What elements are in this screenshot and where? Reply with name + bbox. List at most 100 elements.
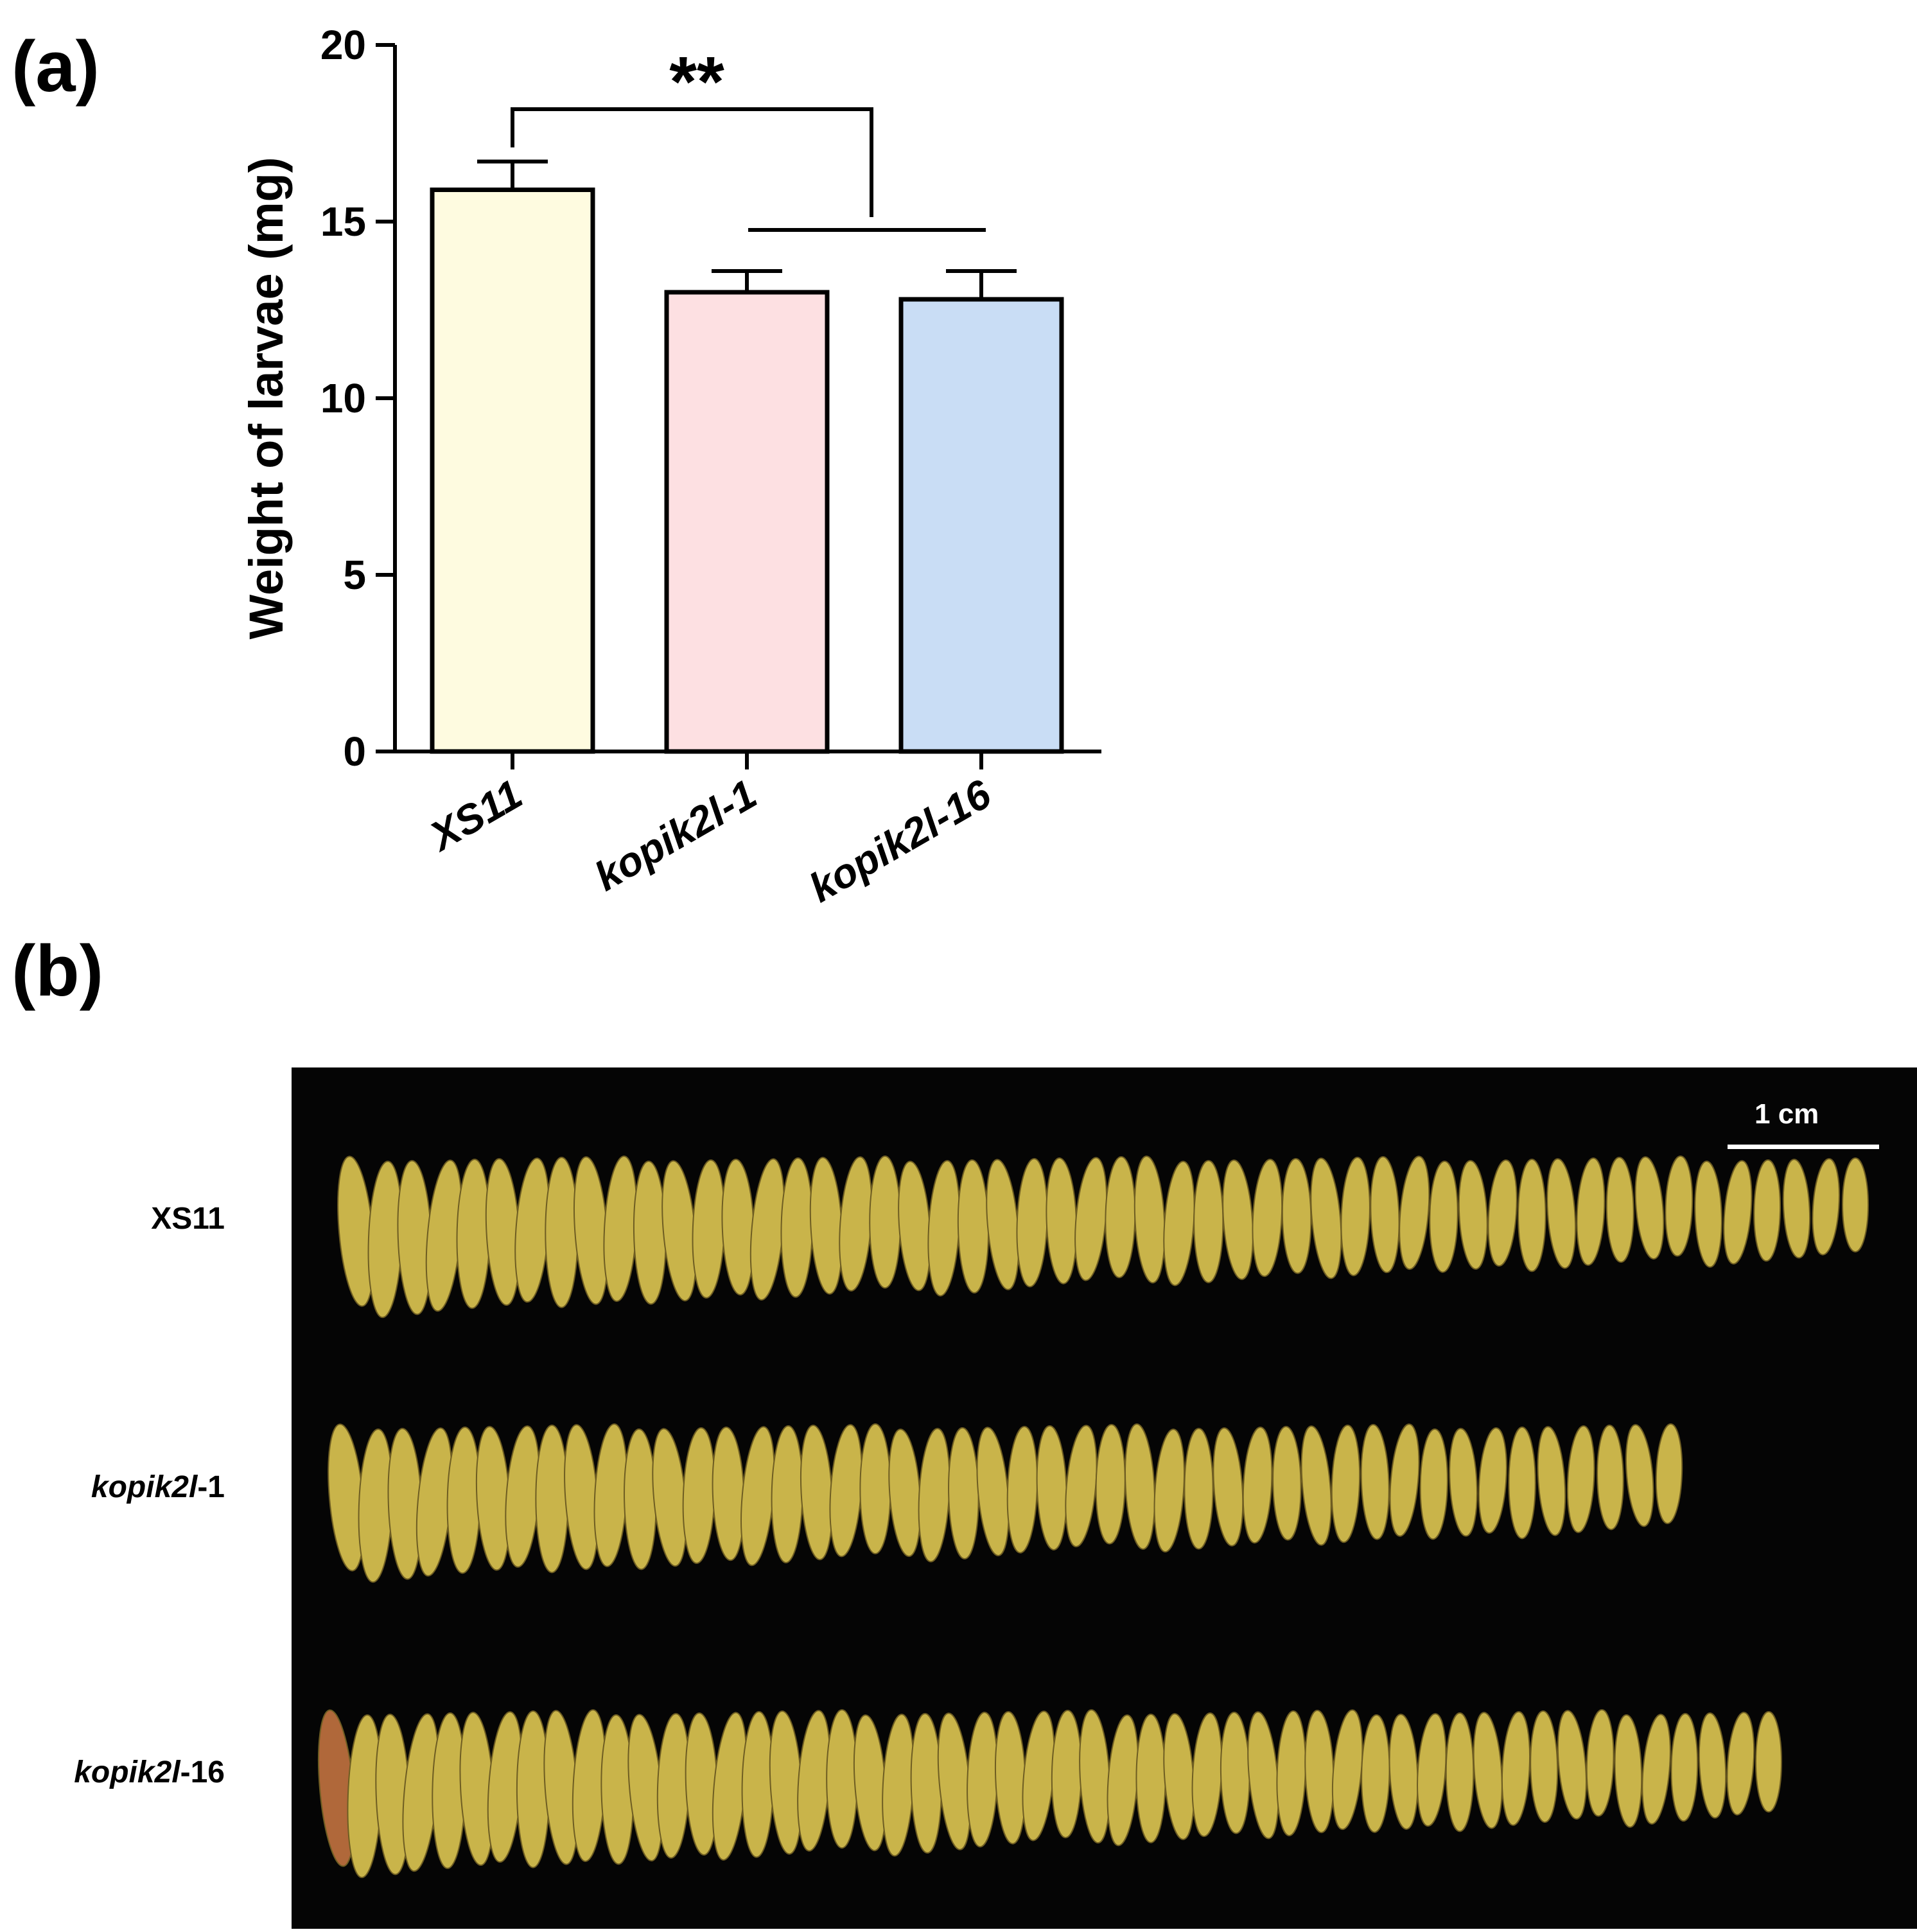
larva — [1105, 1156, 1136, 1279]
x-tick-label: XS11 — [421, 771, 530, 861]
panel-label-b: (b) — [12, 931, 104, 1011]
larva — [1694, 1161, 1722, 1268]
larva — [1399, 1155, 1430, 1270]
larva — [1597, 1425, 1624, 1531]
larva — [1487, 1159, 1518, 1267]
larva — [826, 1709, 858, 1849]
larva — [1458, 1160, 1488, 1270]
larva — [1036, 1425, 1067, 1550]
row-label-kopik2l-16: kopik2l-16 — [74, 1755, 225, 1789]
larva — [1530, 1710, 1559, 1823]
larva — [1698, 1712, 1727, 1819]
larva — [1191, 1712, 1223, 1838]
larva — [1331, 1709, 1363, 1831]
y-tick-label: 5 — [343, 552, 366, 598]
larva — [800, 1425, 833, 1561]
y-axis-label: Weight of larvae (mg) — [240, 157, 293, 639]
x-tick-label: kopik2l-16 — [801, 771, 999, 911]
panel-label-a: (a) — [12, 26, 100, 107]
larva — [516, 1710, 550, 1868]
larva — [1842, 1157, 1869, 1252]
larva — [1812, 1158, 1840, 1256]
significance-bracket-line — [511, 107, 873, 217]
larva — [1135, 1714, 1166, 1843]
larva — [1445, 1712, 1475, 1832]
larva — [771, 1425, 803, 1563]
larva — [535, 1425, 569, 1574]
larva — [446, 1427, 481, 1574]
larva — [1753, 1159, 1781, 1262]
larva — [1212, 1427, 1244, 1547]
larva — [624, 1428, 657, 1570]
larva — [456, 1159, 491, 1309]
larva — [712, 1427, 745, 1561]
larva — [1606, 1157, 1634, 1263]
larva — [1193, 1160, 1224, 1283]
larva — [1163, 1161, 1195, 1287]
larva — [1670, 1713, 1699, 1822]
larva — [633, 1161, 667, 1305]
larva — [1449, 1428, 1478, 1537]
scale-bar-label: 1 cm — [1755, 1098, 1819, 1130]
larva — [780, 1157, 814, 1298]
larva — [1537, 1426, 1566, 1536]
larva — [1095, 1424, 1126, 1545]
larva — [1518, 1159, 1546, 1272]
y-tick-label: 15 — [320, 198, 366, 245]
bar-kopik2l-16 — [898, 297, 1064, 754]
larvae-photo — [292, 1067, 1917, 1929]
larva — [1557, 1710, 1587, 1820]
larva — [1153, 1428, 1185, 1553]
larva — [910, 1713, 942, 1854]
larva — [1331, 1425, 1361, 1543]
larva — [1222, 1159, 1254, 1280]
larva — [1272, 1426, 1302, 1541]
scale-bar — [1728, 1145, 1879, 1149]
y-tick-label: 10 — [320, 375, 366, 421]
larva — [1634, 1156, 1665, 1260]
larva — [1655, 1423, 1683, 1524]
larva — [1566, 1425, 1595, 1533]
larva — [1473, 1712, 1503, 1829]
larva — [994, 1711, 1026, 1845]
larva — [927, 1160, 960, 1297]
larva — [1614, 1714, 1643, 1828]
larva — [1586, 1709, 1615, 1817]
larva — [888, 1428, 922, 1558]
larva — [1252, 1159, 1283, 1278]
larva — [1641, 1714, 1671, 1825]
larva — [1755, 1711, 1782, 1813]
larva — [1726, 1712, 1755, 1816]
larva — [1723, 1160, 1753, 1265]
larva — [1046, 1157, 1078, 1285]
larva — [967, 1712, 999, 1848]
larva — [1478, 1427, 1507, 1534]
significance-label: ** — [669, 42, 724, 121]
significance-bracket: ** — [511, 42, 986, 232]
larva — [1360, 1424, 1390, 1540]
larva — [1220, 1712, 1250, 1834]
x-tick-label: kopik2l-1 — [587, 771, 764, 900]
larva — [721, 1159, 755, 1295]
larva — [1625, 1424, 1654, 1527]
larva — [918, 1428, 950, 1563]
larva — [1417, 1713, 1447, 1827]
error-bars — [477, 159, 1017, 299]
larva — [741, 1711, 775, 1858]
larva — [1501, 1711, 1531, 1826]
larva — [1184, 1428, 1214, 1550]
larva — [1304, 1710, 1335, 1834]
bar-chart: 0 5 10 15 20 XS11 kopik2l-1 kopik2l-16 ** Weig… — [240, 22, 1101, 911]
larva — [1065, 1425, 1098, 1547]
bars — [430, 188, 1064, 754]
larva — [859, 1423, 891, 1554]
larva — [869, 1155, 902, 1289]
larva — [1051, 1710, 1082, 1839]
bar-kopik2l-1 — [664, 290, 830, 754]
x-axis: XS11 kopik2l-1 kopik2l-16 — [395, 750, 1101, 911]
y-tick-label: 0 — [343, 728, 366, 775]
larva — [1134, 1155, 1166, 1284]
larva — [1281, 1158, 1312, 1274]
larva — [692, 1159, 726, 1299]
row-label-kopik2l-1: kopik2l-1 — [91, 1470, 225, 1504]
